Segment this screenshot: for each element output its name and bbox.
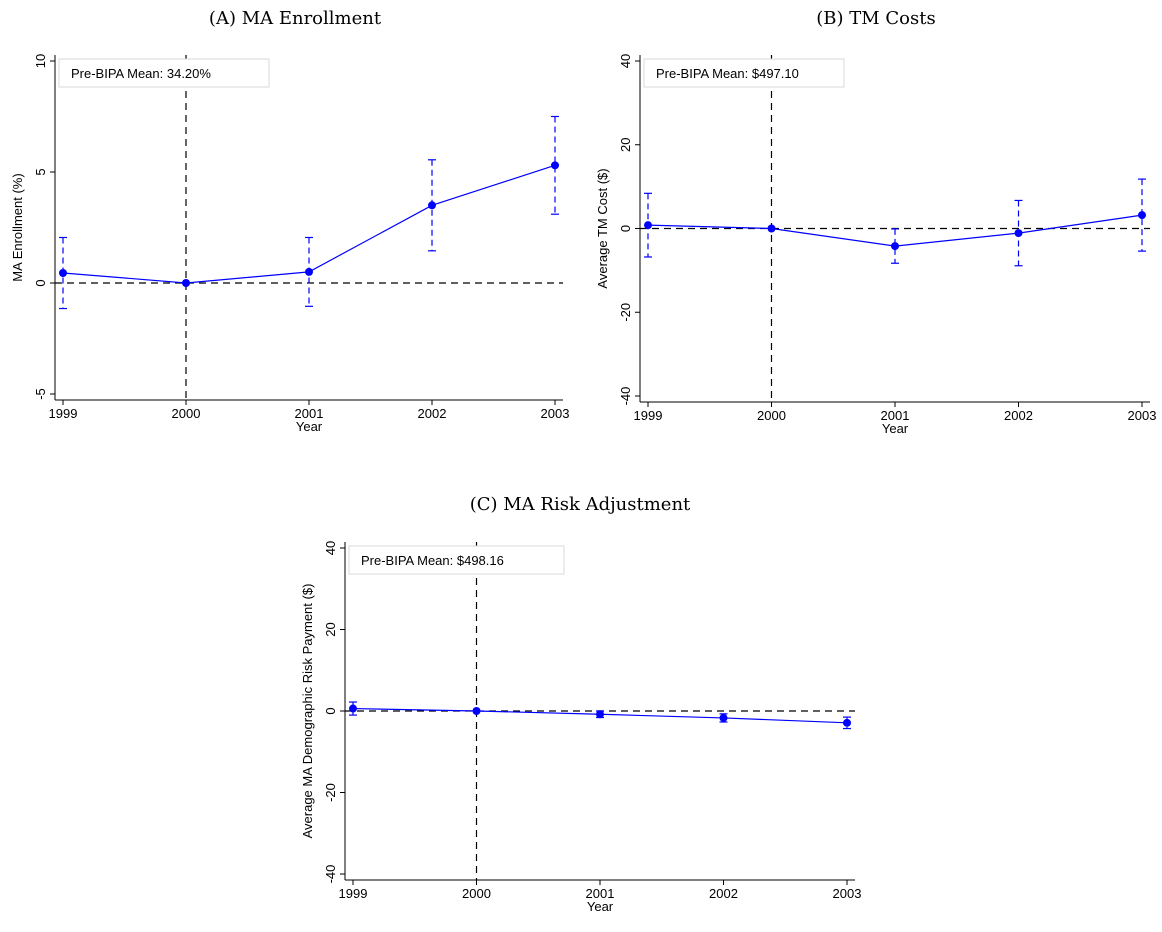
y-tick-label: -20 (618, 303, 633, 322)
data-point (59, 269, 67, 278)
x-tick-label: 1999 (339, 886, 368, 901)
y-tick-label: 0 (618, 225, 633, 232)
y-tick-label: 20 (618, 138, 633, 152)
chart-ma-risk-adjustment: -40 -20 0 20 40 1999 2000 2001 2002 2003 Year Avera… (300, 541, 862, 914)
x-axis-label: Year (296, 419, 323, 434)
data-point (551, 161, 559, 170)
x-tick-label: 2001 (586, 886, 615, 901)
x-axis-label: Year (882, 421, 909, 436)
y-tick-label: 20 (323, 622, 338, 636)
x-axis-label: Year (587, 899, 614, 914)
x-tick-label: 2000 (462, 886, 491, 901)
data-point (1014, 229, 1023, 238)
y-tick-label: 5 (33, 168, 48, 175)
x-tick-label: 2002 (709, 886, 738, 901)
y-axis-label: MA Enrollment (%) (10, 173, 25, 281)
x-tick-label: 2003 (1128, 408, 1157, 423)
x-tick-label: 2000 (757, 408, 786, 423)
x-tick-label: 2002 (1004, 408, 1033, 423)
data-point (767, 224, 776, 233)
series-line (62, 164, 556, 284)
data-point (891, 242, 899, 251)
annotation-box (348, 545, 565, 575)
y-tick-label: -20 (323, 783, 338, 802)
y-axis-label: Average TM Cost ($) (595, 168, 610, 288)
data-point (305, 267, 313, 276)
annotation-box (58, 58, 270, 88)
panel-b-title: (B) TM Costs (816, 8, 936, 29)
x-tick-label: 2000 (172, 406, 201, 421)
y-tick-label: 0 (323, 707, 338, 714)
panel-c-title: (C) MA Risk Adjustment (469, 494, 691, 515)
y-tick-label: -40 (618, 387, 633, 406)
annotation-box (643, 58, 845, 88)
annotation-text: Pre-BIPA Mean: 34.20% (71, 66, 211, 81)
y-tick-label: 40 (323, 541, 338, 555)
data-point (428, 201, 436, 210)
data-point (472, 707, 481, 715)
x-tick-label: 1999 (634, 408, 663, 423)
data-point (719, 713, 728, 722)
y-tick-label: 40 (618, 54, 633, 68)
chart-tm-costs: -40 -20 0 20 40 1999 2000 2001 2002 2003 Year Avera… (595, 54, 1157, 436)
y-tick-label: -5 (33, 388, 48, 400)
y-tick-label: -40 (323, 865, 338, 884)
x-tick-label: 2001 (295, 406, 324, 421)
y-tick-label: 0 (33, 279, 48, 286)
annotation-text: Pre-BIPA Mean: $497.10 (656, 66, 799, 81)
annotation-text: Pre-BIPA Mean: $498.16 (361, 553, 504, 568)
data-point (596, 710, 604, 719)
chart-ma-enrollment: -5 0 5 10 1999 2000 2001 2002 2003 Year MA Enrollm… (10, 54, 570, 434)
y-axis-label: Average MA Demographic Risk Payment ($) (300, 584, 315, 839)
data-point (1138, 211, 1146, 220)
x-tick-label: 2001 (881, 408, 910, 423)
x-tick-label: 2003 (541, 406, 570, 421)
x-tick-label: 1999 (49, 406, 78, 421)
data-point (644, 221, 652, 230)
x-tick-label: 2002 (418, 406, 447, 421)
data-point (843, 718, 851, 727)
panel-a-title: (A) MA Enrollment (208, 8, 382, 29)
data-point (182, 279, 190, 287)
data-point (349, 704, 357, 713)
x-tick-label: 2003 (833, 886, 862, 901)
y-tick-label: 10 (33, 54, 48, 68)
